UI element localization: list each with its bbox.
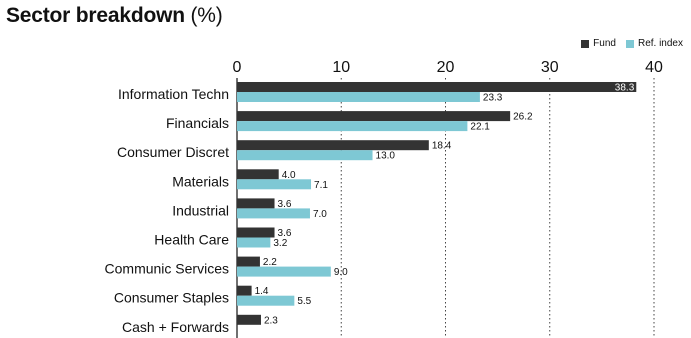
legend-swatch-index xyxy=(625,39,634,48)
category-label: Cash + Forwards xyxy=(122,319,229,335)
chart-title-unit: (%) xyxy=(190,4,223,27)
data-label: 13.0 xyxy=(376,151,396,162)
data-label: 23.3 xyxy=(483,93,503,104)
data-label: 18.4 xyxy=(432,141,452,152)
category-label: Communic Services xyxy=(105,261,229,277)
data-label: 9.0 xyxy=(334,267,348,278)
bar-fund xyxy=(237,314,261,325)
bar-fund xyxy=(237,169,279,180)
category-label: Consumer Staples xyxy=(114,290,229,306)
data-label: 7.0 xyxy=(313,209,327,220)
category-label: Industrial xyxy=(172,202,229,218)
data-label: 7.1 xyxy=(314,180,328,191)
bar-fund xyxy=(237,111,511,122)
bar-fund xyxy=(237,256,260,267)
bar-index xyxy=(237,179,312,190)
category-label: Materials xyxy=(172,173,229,189)
bar-index xyxy=(237,237,271,248)
bar-fund xyxy=(237,140,429,151)
chart-title-text: Sector breakdown xyxy=(6,4,185,27)
legend-item-index: Ref. index xyxy=(625,38,683,49)
category-label: Health Care xyxy=(154,232,229,248)
bar-fund xyxy=(237,198,275,209)
x-tick-label: 20 xyxy=(437,59,455,76)
x-tick-label: 40 xyxy=(645,59,663,76)
bar-fund xyxy=(237,82,637,92)
legend-swatch-fund xyxy=(581,39,590,48)
bar-fund xyxy=(237,285,252,296)
bar-index xyxy=(237,121,468,132)
chart-title: Sector breakdown (%) xyxy=(6,4,223,28)
bar-index xyxy=(237,266,331,277)
data-label: 26.2 xyxy=(513,112,533,123)
data-label: 4.0 xyxy=(282,170,296,181)
data-label: 2.2 xyxy=(263,257,277,268)
bar-index xyxy=(237,92,480,102)
bar-index xyxy=(237,150,373,161)
bar-index xyxy=(237,208,310,219)
x-tick-label: 30 xyxy=(541,59,559,76)
category-label: Consumer Discret xyxy=(117,144,229,160)
data-label: 3.6 xyxy=(278,228,292,239)
data-label: 3.2 xyxy=(273,238,287,249)
bar-index xyxy=(237,295,295,306)
category-label: Information Techn xyxy=(118,86,229,102)
data-label: 1.4 xyxy=(255,286,269,297)
data-label: 5.5 xyxy=(297,296,311,307)
data-label: 38.3 xyxy=(615,83,635,94)
x-tick-label: 10 xyxy=(332,59,350,76)
legend-label-fund: Fund xyxy=(593,38,616,49)
category-label: Financials xyxy=(166,115,229,131)
legend-item-fund: Fund xyxy=(581,38,616,49)
legend: Fund Ref. index xyxy=(581,38,683,49)
data-label: 3.6 xyxy=(278,199,292,210)
data-label: 22.1 xyxy=(470,122,490,133)
legend-label-index: Ref. index xyxy=(637,38,683,49)
x-tick-label: 0 xyxy=(233,59,242,76)
data-label: 2.3 xyxy=(264,315,278,326)
bar-fund xyxy=(237,227,275,238)
